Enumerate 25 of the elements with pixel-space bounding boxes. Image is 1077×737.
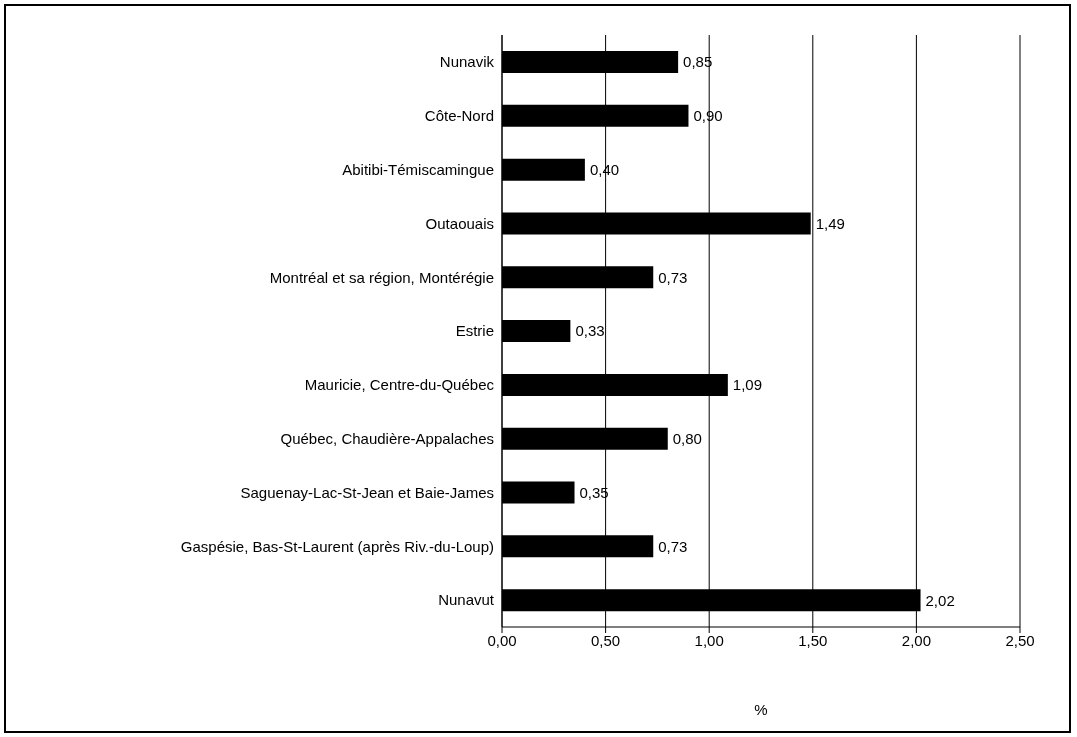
x-tick-label: 1,00 [694,631,724,649]
y-tick-label: Côte-Nord [424,107,494,125]
y-tick-label: Montréal et sa région, Montérégie [269,268,494,286]
y-tick-label: Outaouais [425,214,494,232]
data-label: 1,09 [732,376,763,394]
data-label: 2,02 [925,591,955,609]
y-tick-label: Québec, Chaudière-Appalaches [280,429,494,447]
data-label: 1,49 [815,214,845,232]
y-tick-label: Nunavik [439,53,495,71]
x-axis-title: % [754,701,768,718]
x-tick-label: 0,00 [487,631,517,649]
y-tick-label: Gaspésie, Bas-St-Laurent (après Riv.-du-Loup) [180,537,494,555]
data-label: 0,80 [672,430,702,448]
x-tick-label: 1,50 [798,631,828,649]
data-label: 0,73 [658,268,688,286]
y-tick-label: Abitibi-Témiscamingue [342,160,494,178]
x-tick-label: 0,50 [591,631,621,649]
y-tick-label: Nunavut [438,591,495,609]
data-label: 0,33 [575,322,605,340]
data-label: 0,73 [658,537,688,555]
x-tick-label: 2,00 [901,631,931,649]
x-tick-label: 2,50 [1005,631,1035,649]
y-tick-label: Saguenay-Lac-St-Jean et Baie-James [240,483,494,501]
y-tick-label: Mauricie, Centre-du-Québec [304,376,495,394]
y-tick-label: Estrie [455,322,494,340]
